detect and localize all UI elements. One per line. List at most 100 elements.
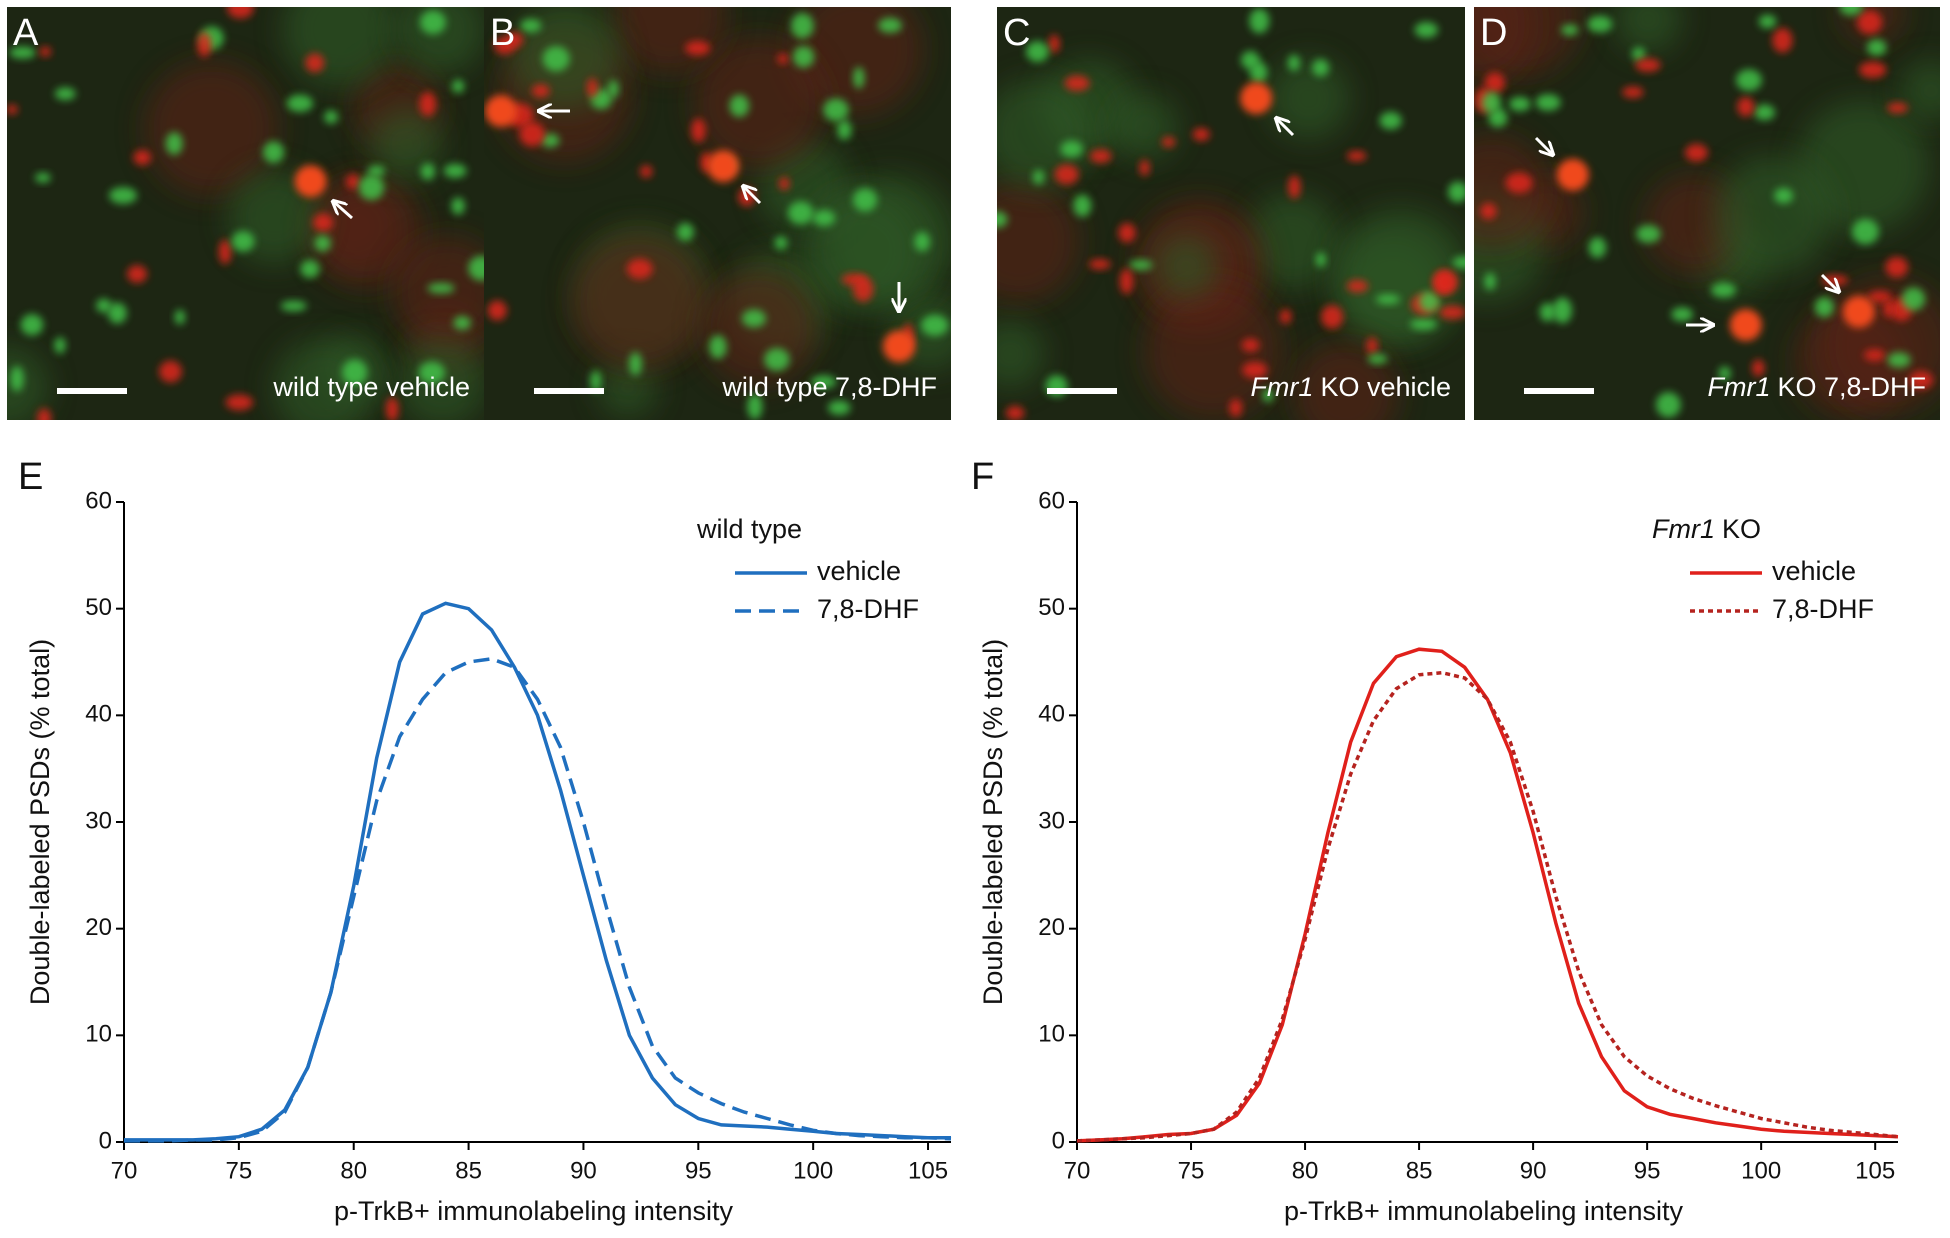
x-tick-label: 75 — [226, 1157, 253, 1184]
y-tick-label: 50 — [1038, 594, 1065, 621]
caption-text: wild type vehicle — [272, 372, 470, 402]
y-tick-label: 20 — [85, 914, 112, 941]
red-punctum — [133, 149, 152, 166]
red-punctum — [1119, 268, 1134, 295]
red-punctum — [1752, 359, 1765, 377]
green-punctum — [451, 197, 465, 215]
green-punctum — [921, 314, 949, 336]
green-punctum — [1481, 91, 1502, 114]
green-punctum — [1287, 54, 1300, 72]
haze — [997, 319, 1045, 389]
red-punctum — [1737, 96, 1755, 117]
y-tick-label: 60 — [85, 487, 112, 514]
green-punctum — [54, 87, 76, 101]
green-punctum — [1379, 111, 1402, 130]
haze — [370, 108, 443, 181]
colocalized-punctum — [485, 95, 517, 127]
green-punctum — [542, 46, 570, 72]
green-punctum — [787, 201, 814, 225]
legend-title: wild type — [696, 514, 802, 544]
red-punctum — [39, 46, 52, 57]
caption-italic: Fmr1 — [1707, 372, 1770, 402]
green-punctum — [1073, 194, 1092, 217]
green-punctum — [1312, 59, 1330, 77]
haze — [997, 78, 1092, 188]
red-punctum — [519, 121, 545, 147]
red-punctum — [1863, 349, 1886, 361]
green-punctum — [1758, 14, 1777, 29]
green-punctum — [1866, 39, 1887, 56]
panel-letter: A — [13, 12, 39, 54]
red-punctum — [37, 408, 52, 420]
green-punctum — [1249, 61, 1268, 83]
red-punctum — [487, 300, 507, 321]
red-punctum — [1089, 149, 1112, 164]
series-line — [124, 657, 952, 1143]
y-tick-label: 0 — [1052, 1127, 1065, 1154]
y-tick-label: 30 — [1038, 807, 1065, 834]
micrograph: C Fmr1 KO vehicle — [997, 7, 1465, 420]
haze — [273, 338, 375, 420]
green-punctum — [1587, 15, 1613, 33]
x-tick-label: 100 — [1741, 1157, 1781, 1184]
green-punctum — [1535, 94, 1561, 111]
green-punctum — [1552, 297, 1573, 324]
panel-letter: C — [1003, 12, 1030, 54]
y-tick-label: 20 — [1038, 914, 1065, 941]
green-punctum — [741, 309, 767, 328]
green-punctum — [1419, 291, 1440, 312]
arrow — [1277, 119, 1295, 137]
green-punctum — [300, 259, 320, 279]
red-punctum — [1622, 86, 1644, 98]
chart: E 0 10 20 30 40 50 60 70 75 80 85 90 95 100 105 p-TrkB+ … — [18, 456, 952, 1226]
green-punctum — [1901, 287, 1926, 311]
red-punctum — [1242, 361, 1268, 379]
haze — [570, 234, 707, 371]
green-punctum — [1588, 237, 1607, 258]
red-punctum — [1279, 309, 1292, 324]
green-punctum — [342, 359, 368, 386]
haze — [1267, 57, 1350, 140]
legend-label: vehicle — [817, 556, 901, 586]
micrograph-content — [7, 7, 484, 420]
x-tick-label: 90 — [570, 1157, 597, 1184]
green-punctum — [1636, 224, 1661, 243]
red-punctum — [127, 265, 148, 283]
haze — [1154, 234, 1219, 299]
red-punctum — [1635, 58, 1661, 72]
green-punctum — [1561, 24, 1579, 36]
haze — [693, 36, 826, 169]
red-punctum — [1005, 405, 1025, 420]
green-punctum — [791, 12, 814, 39]
green-punctum — [828, 400, 851, 416]
red-punctum — [218, 239, 232, 265]
green-punctum — [709, 334, 727, 359]
red-punctum — [385, 397, 399, 420]
green-punctum — [1484, 272, 1496, 291]
red-punctum — [640, 165, 653, 178]
green-punctum — [997, 211, 1008, 228]
green-punctum — [1375, 294, 1401, 305]
red-punctum — [691, 118, 706, 143]
red-punctum — [778, 177, 790, 190]
series-line — [1076, 670, 1899, 1143]
green-punctum — [1409, 318, 1438, 330]
red-punctum — [1346, 150, 1367, 162]
panel-letter: D — [1480, 12, 1507, 54]
green-punctum — [1711, 282, 1736, 298]
green-punctum — [165, 132, 183, 155]
haze — [395, 7, 484, 75]
green-punctum — [1315, 252, 1326, 268]
red-punctum — [1366, 337, 1378, 355]
panel-letter: B — [490, 12, 515, 54]
green-punctum — [914, 231, 930, 252]
green-punctum — [628, 352, 642, 376]
red-punctum — [1857, 10, 1883, 35]
red-punctum — [1288, 175, 1301, 199]
green-punctum — [853, 66, 865, 89]
red-punctum — [1139, 159, 1150, 176]
haze — [1474, 7, 1535, 82]
